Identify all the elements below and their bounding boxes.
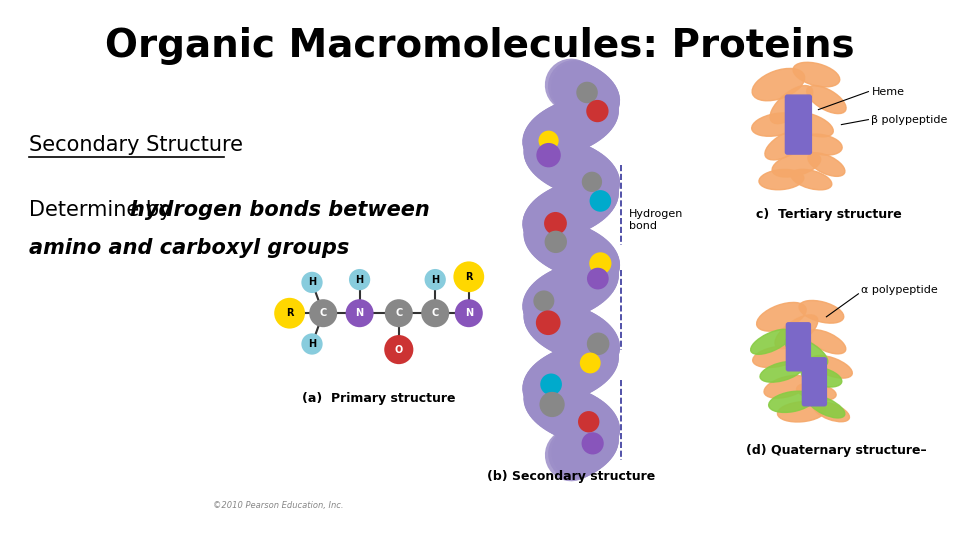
Ellipse shape xyxy=(813,402,850,422)
Circle shape xyxy=(578,411,599,433)
Text: C: C xyxy=(432,308,439,318)
Ellipse shape xyxy=(797,383,836,400)
Circle shape xyxy=(589,190,612,212)
Ellipse shape xyxy=(789,112,833,137)
Circle shape xyxy=(589,252,612,274)
Circle shape xyxy=(587,100,609,122)
Text: R: R xyxy=(286,308,294,318)
Ellipse shape xyxy=(760,361,803,382)
Text: H: H xyxy=(431,275,440,285)
Ellipse shape xyxy=(772,152,821,177)
Text: N: N xyxy=(355,308,364,318)
Ellipse shape xyxy=(808,153,845,177)
Ellipse shape xyxy=(810,355,852,378)
Circle shape xyxy=(453,261,484,292)
Text: Hydrogen
bond: Hydrogen bond xyxy=(629,209,684,231)
Ellipse shape xyxy=(791,170,831,190)
Circle shape xyxy=(349,269,371,290)
Ellipse shape xyxy=(793,62,840,87)
Text: O: O xyxy=(395,345,403,355)
Text: C: C xyxy=(396,308,402,318)
Circle shape xyxy=(587,333,610,355)
Text: N: N xyxy=(465,308,473,318)
Ellipse shape xyxy=(753,346,800,368)
Ellipse shape xyxy=(799,300,844,323)
Circle shape xyxy=(421,299,449,327)
Ellipse shape xyxy=(778,402,826,422)
Circle shape xyxy=(576,82,598,103)
Circle shape xyxy=(544,212,566,235)
Circle shape xyxy=(582,172,602,192)
Ellipse shape xyxy=(807,330,846,354)
Text: H: H xyxy=(308,339,316,349)
Text: β polypeptide: β polypeptide xyxy=(872,114,948,125)
Circle shape xyxy=(544,231,567,253)
Ellipse shape xyxy=(764,375,808,398)
FancyBboxPatch shape xyxy=(786,323,810,371)
Circle shape xyxy=(275,298,305,329)
Circle shape xyxy=(309,299,337,327)
Text: (a)  Primary structure: (a) Primary structure xyxy=(302,392,456,404)
Text: Heme: Heme xyxy=(872,86,904,97)
Text: (d) Quaternary structure–: (d) Quaternary structure– xyxy=(747,444,927,457)
Ellipse shape xyxy=(751,329,792,354)
Circle shape xyxy=(537,143,561,167)
Text: α polypeptide: α polypeptide xyxy=(861,285,938,295)
Ellipse shape xyxy=(801,367,842,387)
Ellipse shape xyxy=(770,85,813,124)
Ellipse shape xyxy=(769,391,814,413)
Text: H: H xyxy=(308,278,316,287)
Ellipse shape xyxy=(765,129,808,160)
Text: (b) Secondary structure: (b) Secondary structure xyxy=(487,470,656,483)
Circle shape xyxy=(301,333,323,355)
Circle shape xyxy=(536,310,561,335)
Text: Organic Macromolecules: Proteins: Organic Macromolecules: Proteins xyxy=(106,27,854,65)
Circle shape xyxy=(346,299,373,327)
Ellipse shape xyxy=(752,69,804,101)
Circle shape xyxy=(534,291,554,312)
Circle shape xyxy=(424,269,445,290)
Circle shape xyxy=(301,272,323,293)
Circle shape xyxy=(455,299,483,327)
Ellipse shape xyxy=(808,396,845,418)
Ellipse shape xyxy=(785,337,828,367)
Text: c)  Tertiary structure: c) Tertiary structure xyxy=(756,207,902,221)
Text: Secondary Structure: Secondary Structure xyxy=(29,135,243,155)
Text: amino and carboxyl groups: amino and carboxyl groups xyxy=(29,238,349,258)
FancyBboxPatch shape xyxy=(785,95,811,154)
Text: hydrogen bonds between: hydrogen bonds between xyxy=(131,200,430,220)
Circle shape xyxy=(540,374,562,395)
Text: C: C xyxy=(320,308,326,318)
Ellipse shape xyxy=(775,315,818,349)
Text: ©2010 Pearson Education, Inc.: ©2010 Pearson Education, Inc. xyxy=(213,501,344,510)
Circle shape xyxy=(582,433,604,455)
Circle shape xyxy=(384,335,414,364)
Ellipse shape xyxy=(756,302,806,331)
Ellipse shape xyxy=(752,113,801,136)
Text: R: R xyxy=(465,272,472,282)
Ellipse shape xyxy=(801,134,842,155)
Circle shape xyxy=(540,392,564,417)
FancyBboxPatch shape xyxy=(803,358,827,406)
Circle shape xyxy=(539,131,559,151)
Text: Determine by: Determine by xyxy=(29,200,178,220)
Circle shape xyxy=(587,268,609,289)
Ellipse shape xyxy=(806,86,846,113)
Circle shape xyxy=(580,353,601,373)
Circle shape xyxy=(385,299,413,327)
Text: H: H xyxy=(355,275,364,285)
Ellipse shape xyxy=(759,170,804,190)
